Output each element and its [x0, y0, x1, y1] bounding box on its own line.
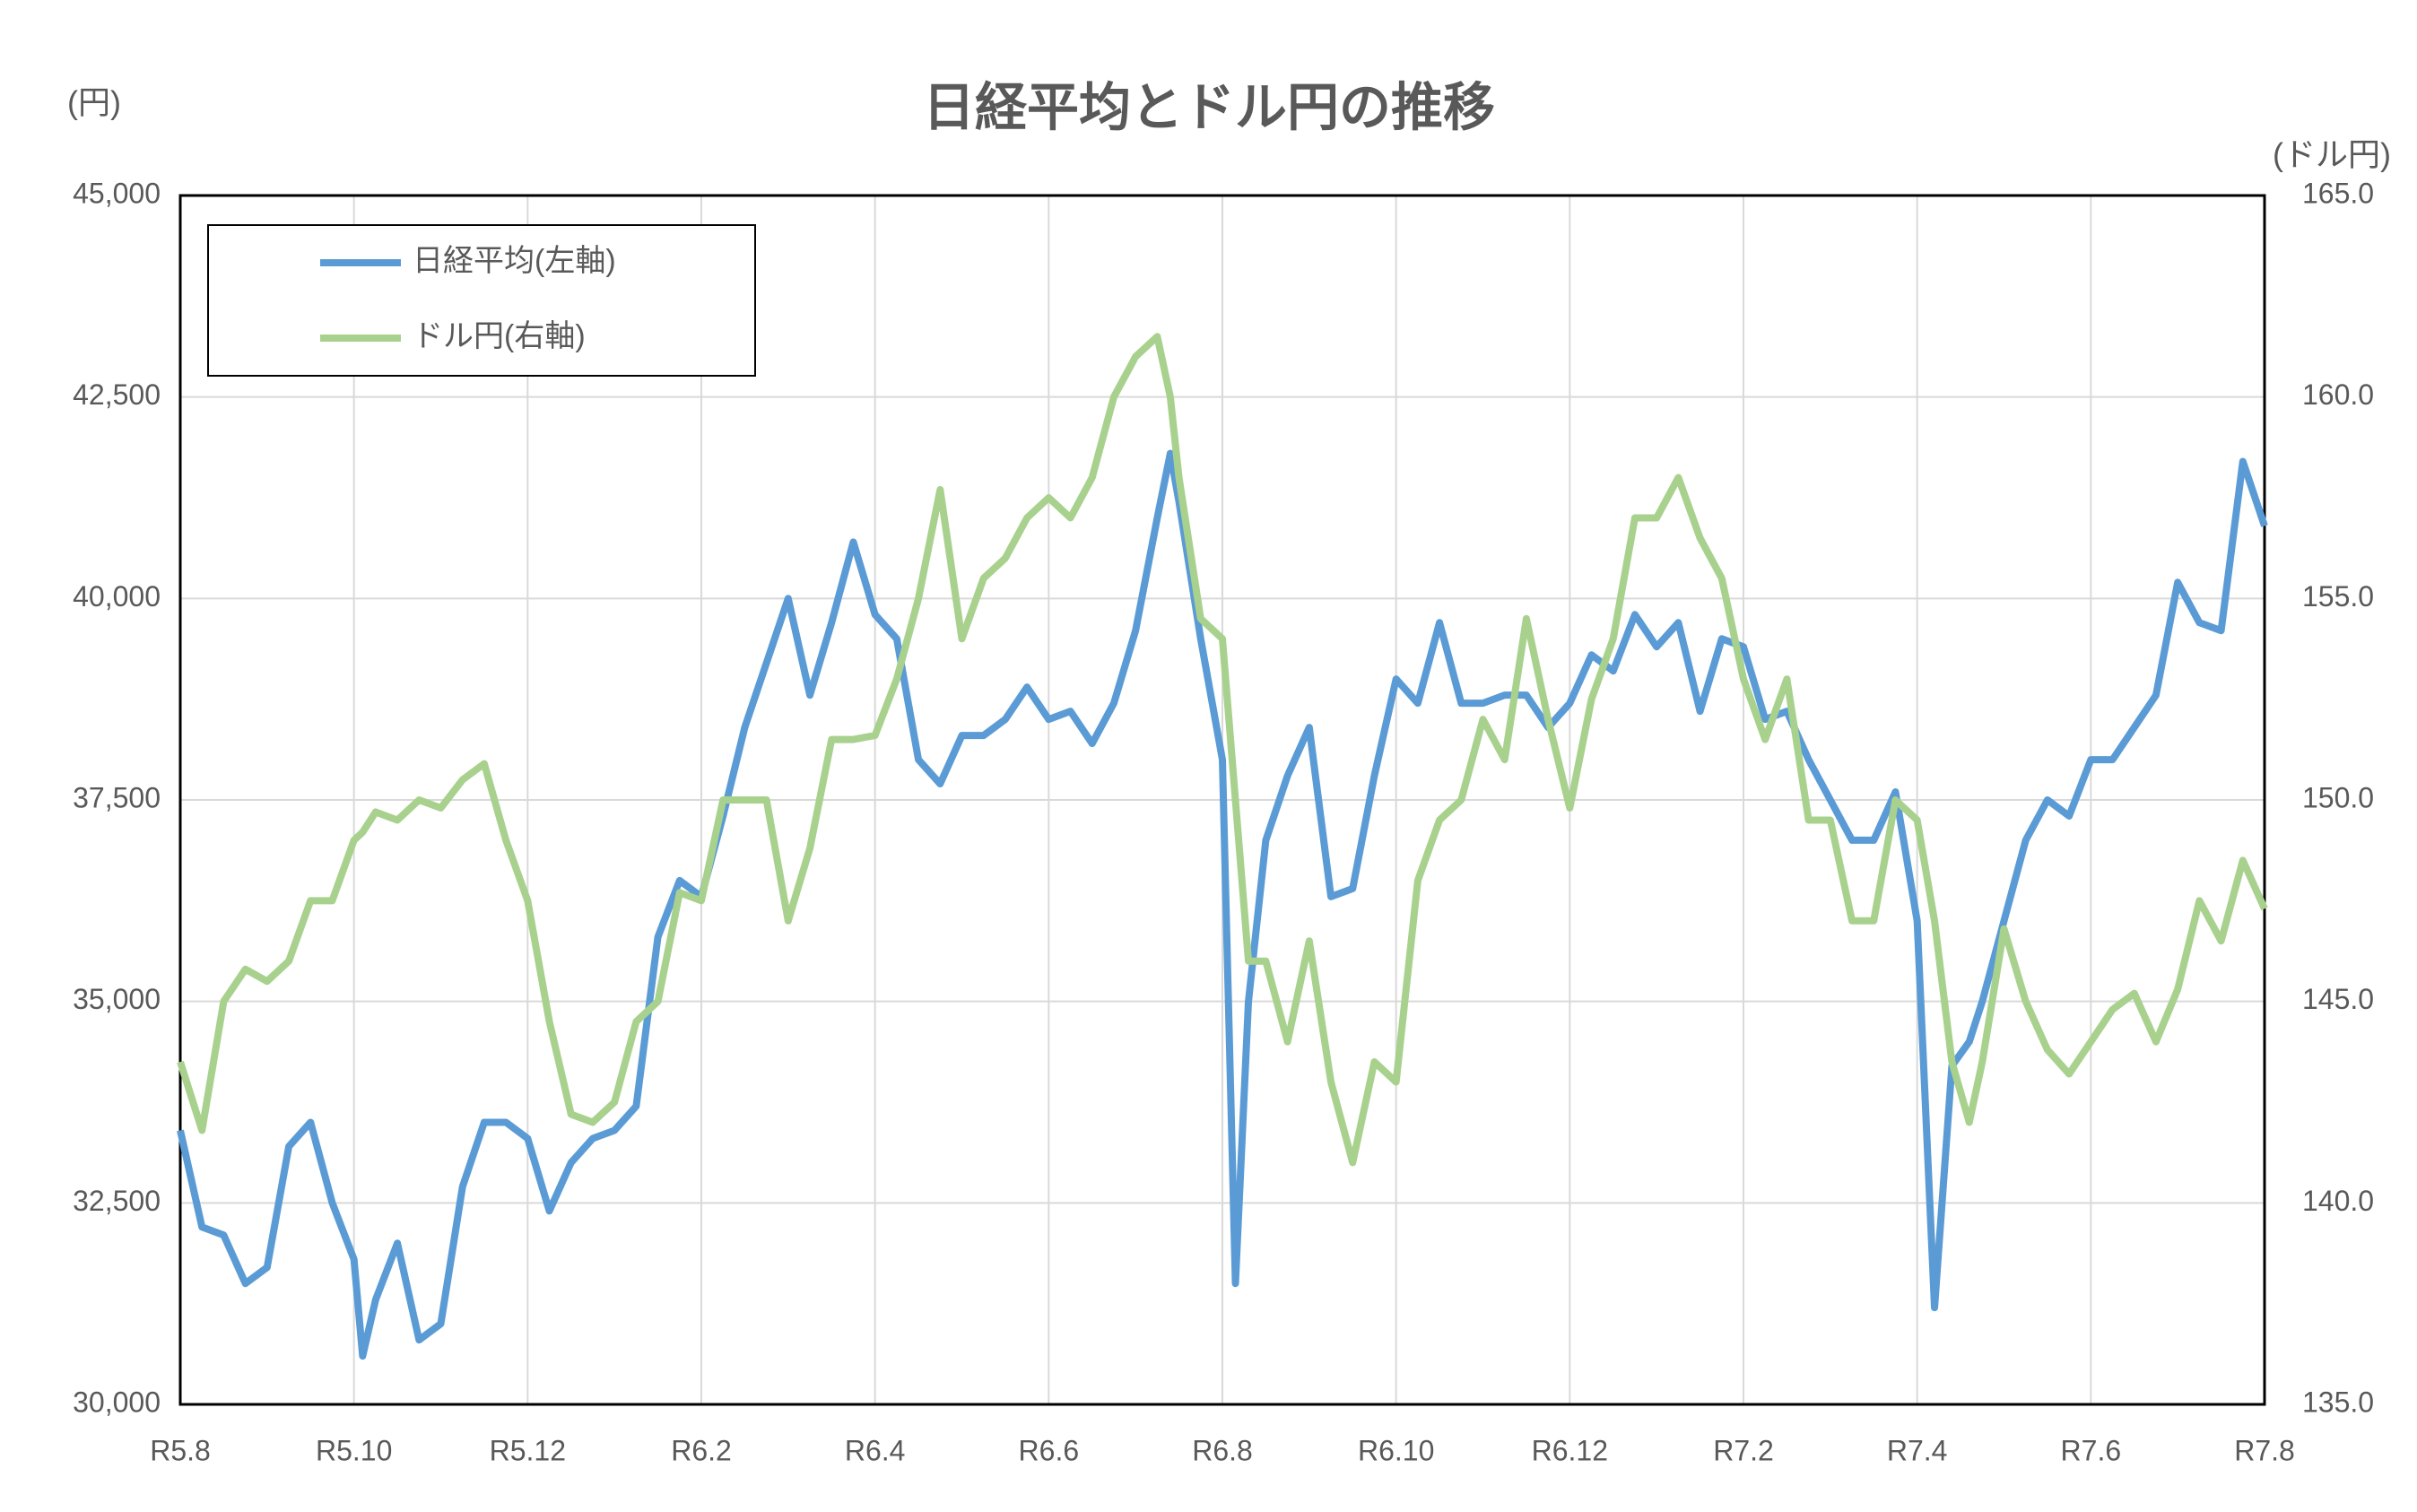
x-tick-label: R6.8 [1192, 1434, 1253, 1466]
plot-frame [178, 194, 2266, 1406]
y2-tick-label: 165.0 [2302, 177, 2374, 209]
y-tick-label: 32,500 [73, 1185, 161, 1217]
x-tick-label: R6.10 [1358, 1434, 1434, 1466]
series-line [177, 333, 2268, 1167]
x-tick-label: R7.8 [2234, 1434, 2295, 1466]
y-tick-label: 40,000 [73, 580, 161, 613]
series-line [177, 449, 2268, 1360]
x-tick-label: R6.12 [1532, 1434, 1608, 1466]
legend-label: 日経平均(左軸) [413, 244, 616, 278]
legend-box [207, 224, 756, 377]
y2-tick-label: 140.0 [2302, 1185, 2374, 1217]
x-tick-label: R5.10 [316, 1434, 392, 1466]
y-tick-label: 45,000 [73, 177, 161, 209]
y2-tick-label: 145.0 [2302, 983, 2374, 1015]
legend-label: ドル円(右軸) [413, 319, 586, 353]
y-tick-label: 42,500 [73, 378, 161, 411]
x-tick-label: R5.8 [150, 1434, 211, 1466]
chart-title: 日経平均とドル円の推移 [923, 78, 1495, 136]
y2-tick-label: 160.0 [2302, 378, 2374, 411]
y-tick-label: 30,000 [73, 1386, 161, 1418]
x-tick-label: R6.4 [845, 1434, 906, 1466]
y2-tick-label: 155.0 [2302, 580, 2374, 613]
y2-axis-label: (ドル円) [2273, 136, 2391, 173]
y2-tick-label: 150.0 [2302, 781, 2374, 813]
x-tick-label: R6.2 [671, 1434, 732, 1466]
y-axis-label: (円) [67, 84, 121, 121]
x-tick-label: R7.6 [2061, 1434, 2122, 1466]
x-tick-label: R7.2 [1713, 1434, 1774, 1466]
x-tick-label: R6.6 [1019, 1434, 1080, 1466]
y2-tick-label: 135.0 [2302, 1386, 2374, 1418]
y-tick-label: 37,500 [73, 781, 161, 813]
y-tick-label: 35,000 [73, 983, 161, 1015]
x-tick-label: R7.4 [1887, 1434, 1948, 1466]
x-tick-label: R5.12 [490, 1434, 566, 1466]
